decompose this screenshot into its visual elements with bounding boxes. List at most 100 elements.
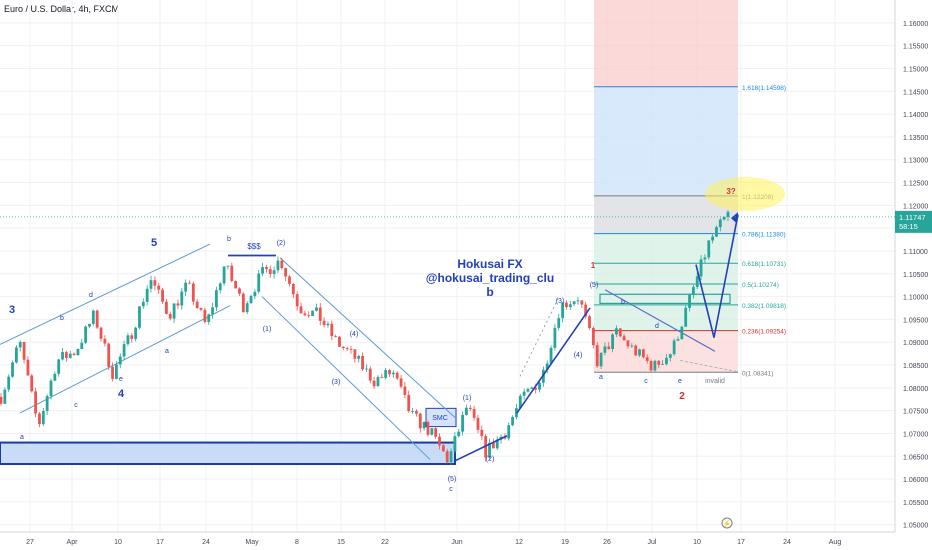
candle-body (465, 407, 468, 415)
projection-arrowhead (731, 212, 738, 224)
wave-label: c (74, 402, 78, 409)
candle-body (322, 320, 326, 326)
candle-body (684, 307, 688, 327)
wave-label: a (165, 348, 169, 355)
candle-body (511, 417, 514, 426)
candle-body (34, 391, 38, 414)
x-tick-label: Aug (829, 539, 842, 546)
candle-body (253, 291, 257, 297)
y-tick-label: 1.05000 (903, 523, 928, 530)
channel-lower-line (19, 305, 231, 414)
candle-body (576, 300, 580, 302)
candle-body (622, 336, 626, 341)
candle-body (661, 364, 665, 365)
candle-body (241, 293, 245, 313)
chart-title: Euro / U.S. Dollar, 4h, FXCM (4, 4, 120, 14)
candle-body (49, 380, 53, 397)
candle-body (553, 327, 557, 348)
fib-level-label: 0.5(1.10274) (742, 282, 779, 289)
candle-body (468, 407, 472, 410)
candle-body (422, 422, 426, 429)
candle-body (515, 408, 518, 418)
candle-body (226, 265, 230, 267)
candle-body (3, 389, 7, 404)
candle-body (257, 273, 261, 292)
candle-body (507, 425, 511, 439)
candle-body (703, 257, 707, 260)
guide-dotted (519, 298, 559, 377)
y-tick-label: 1.12500 (903, 181, 928, 188)
y-tick-label: 1.06500 (903, 454, 928, 461)
candle-body (199, 308, 203, 310)
x-tick-label: 8 (295, 539, 299, 546)
candle-body (434, 428, 438, 437)
candle-body (18, 342, 22, 348)
wave-label: (1) (263, 326, 272, 333)
candle-body (691, 287, 695, 296)
candle-body (599, 352, 603, 367)
candle-body (95, 310, 99, 328)
candle-body (603, 346, 607, 353)
candle-body (307, 315, 311, 317)
candle-body (161, 289, 164, 302)
candle-body (299, 306, 303, 314)
wave-label: (3) (332, 379, 341, 386)
y-tick-label: 1.13500 (903, 135, 928, 142)
candle-body (395, 372, 399, 379)
candle-body (11, 362, 14, 377)
candle-body (14, 347, 18, 363)
candle-body (726, 211, 730, 217)
candle-body (641, 349, 645, 358)
candle-body (195, 301, 199, 309)
candle-body (438, 436, 441, 446)
candle-body (330, 323, 334, 337)
candle-body (222, 266, 226, 284)
candle-body (699, 259, 703, 277)
candle-body (634, 345, 638, 356)
candle-body (103, 338, 107, 344)
candle-body (64, 352, 68, 358)
candle-body (472, 409, 476, 418)
y-tick-label: 1.08000 (903, 386, 928, 393)
candle-body (380, 377, 384, 378)
candle-body (153, 280, 157, 286)
current-price-label: 1.11747 (899, 213, 926, 222)
y-tick-label: 1.10000 (903, 295, 928, 302)
x-tick-label: 15 (337, 539, 345, 546)
wave-label: a (599, 374, 603, 381)
candle-body (591, 327, 595, 346)
candle-body (114, 364, 118, 379)
candle-body (480, 429, 484, 437)
candle-body (111, 366, 114, 379)
fib-level-label: 0.786(1.11380) (742, 232, 786, 239)
candle-body (453, 436, 457, 452)
candle-body (372, 380, 376, 387)
candle-body (61, 352, 64, 360)
wave-label: b (227, 236, 231, 243)
candle-body (80, 342, 84, 349)
candle-body (388, 370, 391, 375)
x-tick-label: 10 (114, 539, 122, 546)
candle-body (318, 307, 322, 321)
candle-body (280, 260, 284, 269)
candle-body (503, 436, 507, 439)
target-highlight (705, 176, 785, 211)
candle-body (476, 417, 480, 430)
x-tick-label: 12 (515, 539, 523, 546)
watermark-line-3: b (486, 285, 493, 299)
y-tick-label: 1.05500 (903, 500, 928, 507)
candle-body (353, 349, 357, 359)
demand-zone (0, 441, 456, 466)
fib-zone-1618 (594, 86, 738, 196)
candle-body (557, 318, 561, 328)
projection-arrow (695, 214, 739, 338)
candle-body (672, 340, 676, 355)
candle-body (99, 327, 103, 339)
y-tick-label: 1.07500 (903, 409, 928, 416)
wave-label: (4) (574, 352, 583, 359)
candle-body (265, 267, 268, 270)
candle-body (399, 378, 403, 387)
x-tick-label: Jul (648, 539, 657, 546)
candle-body (522, 391, 526, 396)
